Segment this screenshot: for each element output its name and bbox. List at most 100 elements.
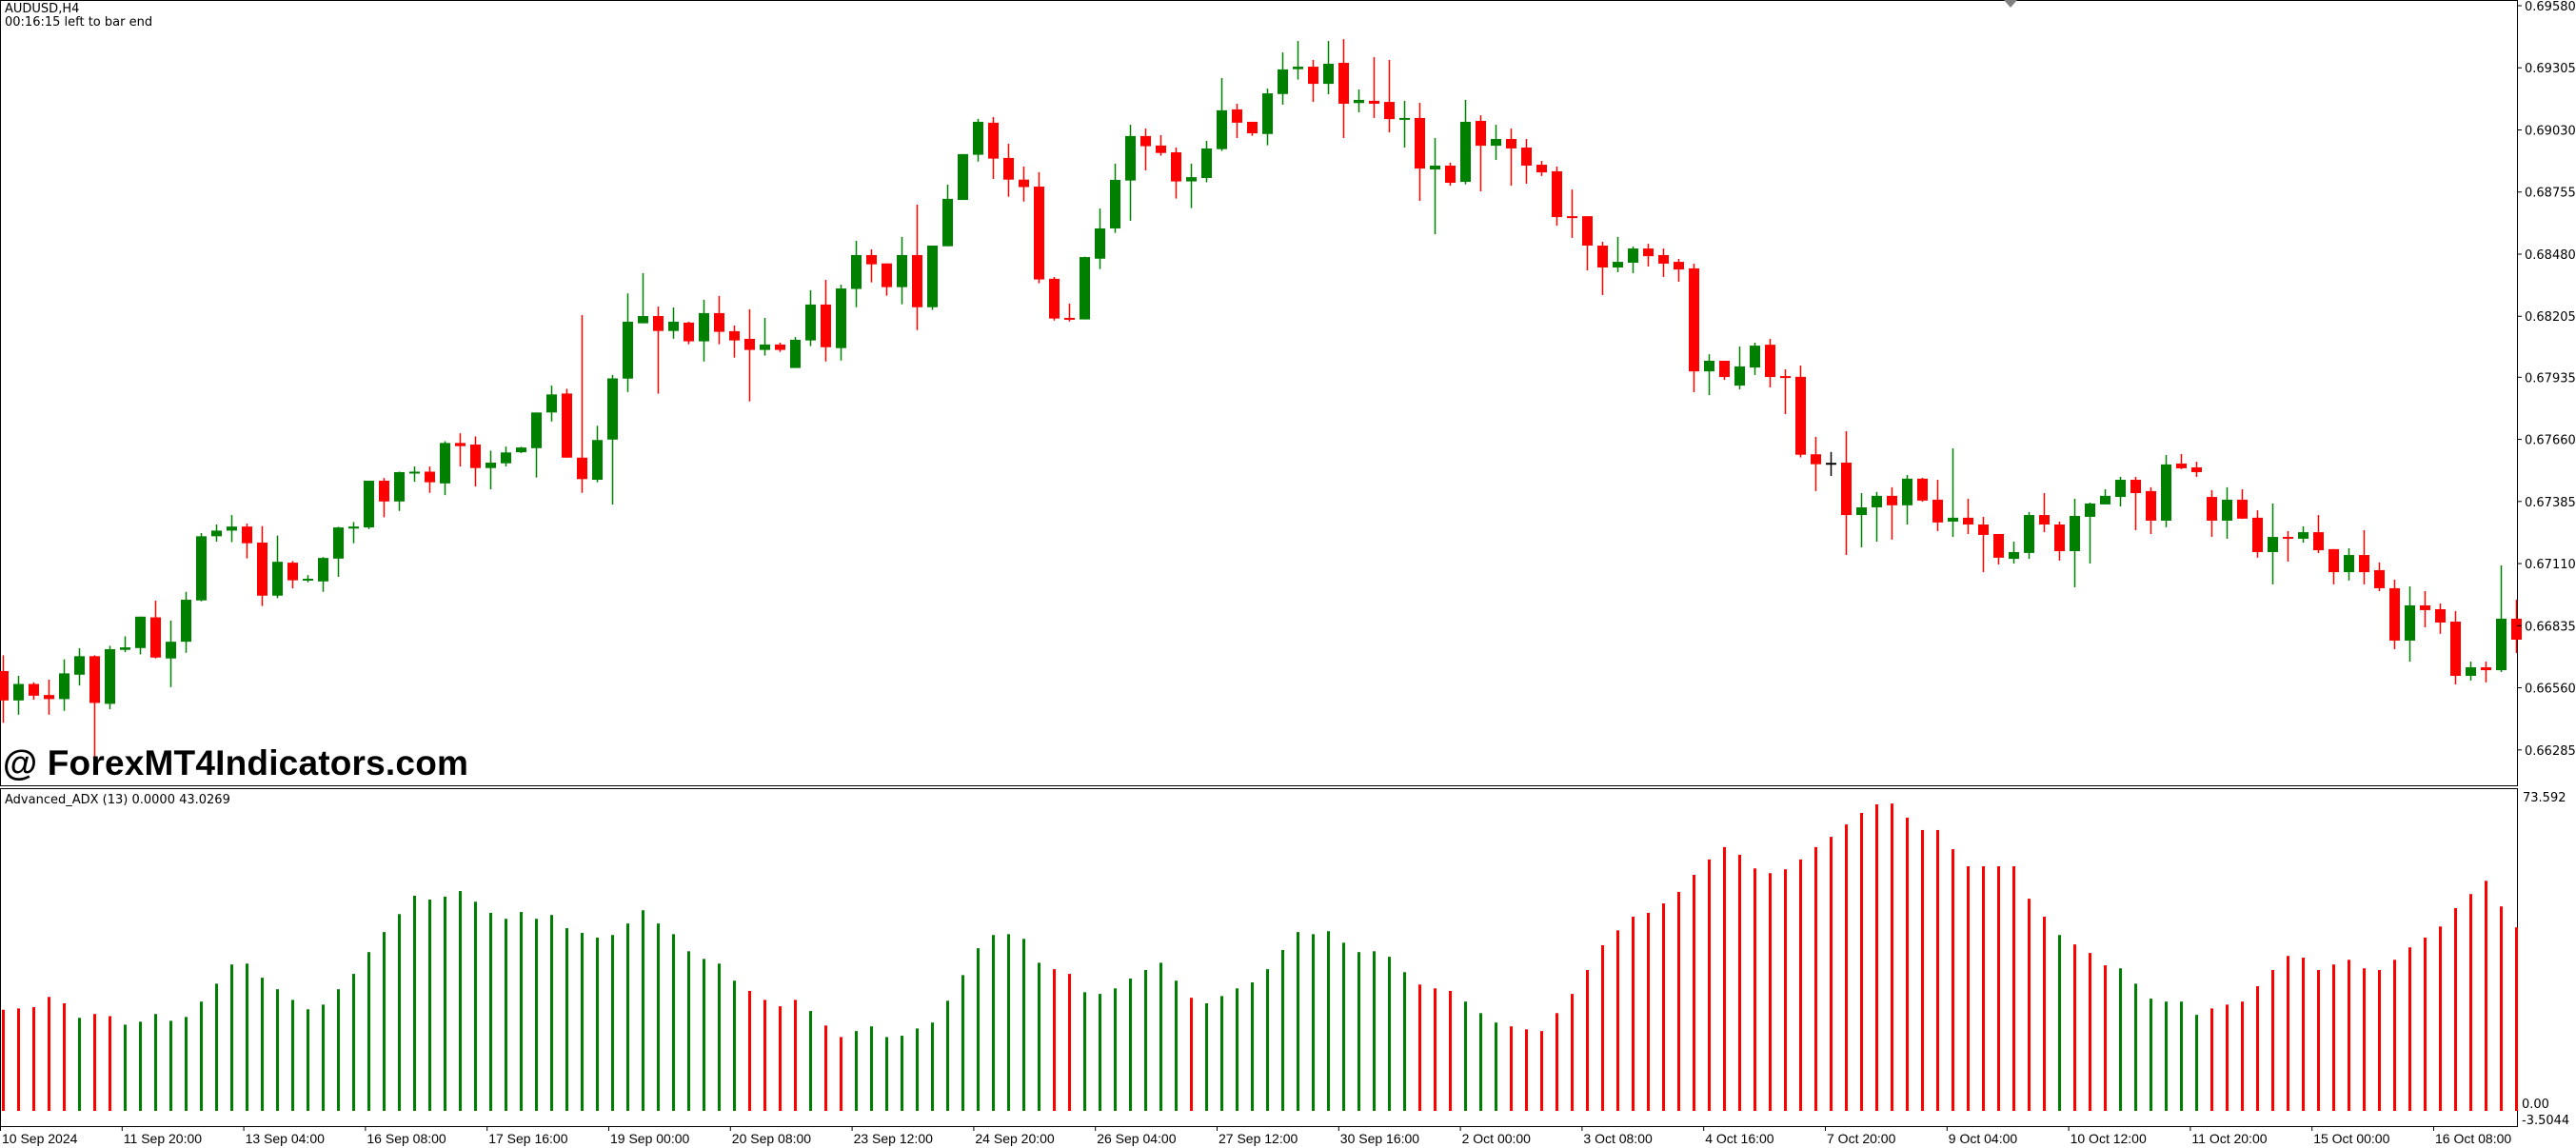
adx-bar xyxy=(1266,969,1269,1111)
adx-bar xyxy=(1632,916,1635,1111)
candle-body xyxy=(973,121,983,155)
candle-body xyxy=(1110,179,1120,228)
candle xyxy=(2466,662,2476,681)
candle-body xyxy=(257,542,268,596)
candle xyxy=(2405,586,2415,663)
candle xyxy=(516,446,526,454)
candle xyxy=(912,205,922,330)
adx-bar xyxy=(1418,984,1421,1111)
adx-bar xyxy=(1601,945,1604,1111)
candle xyxy=(1369,57,1379,118)
adx-bar xyxy=(2119,968,2122,1111)
adx-bar xyxy=(977,948,980,1111)
adx-bar xyxy=(1662,903,1665,1111)
adx-bar xyxy=(459,891,462,1111)
adx-bar xyxy=(1936,829,1939,1111)
adx-bar xyxy=(626,923,629,1111)
candle xyxy=(1278,52,1288,105)
candle xyxy=(714,295,724,345)
candle-body xyxy=(562,393,572,458)
adx-bar xyxy=(1647,912,1650,1111)
chart-shift-marker-icon[interactable] xyxy=(2004,0,2017,8)
candle-body xyxy=(1080,257,1090,320)
adx-bar xyxy=(413,895,416,1111)
candle-body xyxy=(1171,151,1181,182)
candle-body xyxy=(364,480,374,528)
adx-bar xyxy=(230,964,233,1111)
candle-body xyxy=(2207,497,2217,521)
candle-body xyxy=(805,304,816,341)
candle-body xyxy=(2511,618,2522,641)
candle xyxy=(2146,486,2156,534)
indicator-panel[interactable]: 73.592 0.00 -3.5044 xyxy=(0,788,2569,1128)
adx-bar xyxy=(1677,891,1680,1111)
adx-bar xyxy=(124,1024,127,1111)
adx-bar xyxy=(109,1016,111,1111)
time-axis-label: 2 Oct 00:00 xyxy=(1462,1131,1532,1146)
adx-bar xyxy=(2515,927,2518,1111)
candle-body xyxy=(1597,245,1608,267)
adx-bar xyxy=(1449,990,1452,1111)
candle-body xyxy=(196,536,207,601)
candle-body xyxy=(1856,506,1867,516)
adx-bar xyxy=(1875,804,1878,1111)
adx-bar xyxy=(2393,960,2396,1111)
candle xyxy=(2374,562,2385,592)
candle xyxy=(44,680,54,715)
adx-bar xyxy=(1327,931,1330,1111)
candle xyxy=(501,446,511,467)
adx-bar xyxy=(855,1031,858,1111)
adx-bar xyxy=(2271,970,2274,1111)
candle xyxy=(1506,129,1516,187)
candle-body xyxy=(1841,462,1852,516)
candle-body xyxy=(2191,466,2202,472)
candle xyxy=(1125,125,1136,221)
candle xyxy=(1080,256,1090,320)
candle xyxy=(166,620,176,687)
candle-body xyxy=(851,254,862,289)
candle-body xyxy=(577,457,587,480)
adx-bar xyxy=(428,900,431,1111)
candle xyxy=(2085,502,2095,564)
time-axis-label: 20 Sep 08:00 xyxy=(732,1131,812,1146)
candle xyxy=(1826,451,1836,476)
candle xyxy=(120,636,130,653)
candle-body xyxy=(653,316,664,331)
candle xyxy=(1491,125,1501,161)
adx-bar xyxy=(48,997,50,1111)
candle xyxy=(1430,138,1440,235)
adx-bar xyxy=(1479,1013,1482,1111)
candle xyxy=(1521,138,1532,184)
candle-body xyxy=(272,562,283,596)
candle xyxy=(744,308,755,402)
adx-bar xyxy=(1952,849,1954,1111)
candle-body xyxy=(1445,165,1456,184)
time-axis-label: 4 Oct 16:00 xyxy=(1705,1131,1774,1146)
candle-body xyxy=(2024,515,2034,553)
adx-bar xyxy=(1830,837,1833,1111)
adx-bar xyxy=(291,1000,294,1111)
candle-body xyxy=(2252,517,2263,552)
candle xyxy=(1613,236,1623,272)
time-axis-label: 10 Sep 2024 xyxy=(2,1131,78,1146)
candle xyxy=(1293,41,1303,80)
candle xyxy=(1887,486,1897,540)
adx-bar xyxy=(824,1025,827,1111)
adx-bar xyxy=(2089,953,2091,1111)
adx-bar xyxy=(1251,982,1254,1111)
candle xyxy=(2496,564,2507,672)
candle xyxy=(272,535,283,599)
candle xyxy=(1019,166,1029,202)
candle xyxy=(135,616,146,655)
main-price-panel[interactable] xyxy=(0,0,2518,786)
candle-body xyxy=(2176,463,2187,468)
adx-bar xyxy=(1784,869,1787,1111)
candle-body xyxy=(2374,569,2385,588)
adx-bar xyxy=(2210,1008,2213,1111)
candle-body xyxy=(440,443,450,484)
candle xyxy=(303,575,313,583)
candle-body xyxy=(2450,622,2461,676)
candle-body xyxy=(2100,495,2110,505)
candle-body xyxy=(607,378,618,440)
